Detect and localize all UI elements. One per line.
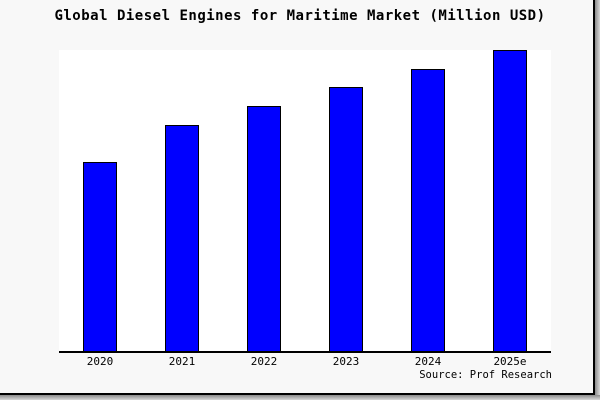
- bar-slot: [469, 50, 551, 351]
- frame-shadow-right: [595, 0, 600, 400]
- bar-2021: [165, 125, 199, 351]
- bar-2022: [247, 106, 281, 351]
- x-tick-label-2025e: 2025e: [493, 355, 527, 368]
- bar-2024: [411, 69, 445, 351]
- bar-slot: [59, 50, 141, 351]
- frame-shadow-bottom: [0, 395, 600, 400]
- bar-2020: [83, 162, 117, 351]
- chart-title: Global Diesel Engines for Maritime Marke…: [54, 8, 546, 24]
- bars-container: [59, 50, 551, 351]
- x-tick-label-2020: 2020: [86, 355, 114, 368]
- x-tick-label-2023: 2023: [332, 355, 360, 368]
- bar-slot: [387, 50, 469, 351]
- x-tick-label-2021: 2021: [168, 355, 196, 368]
- bar-2025e: [493, 50, 527, 351]
- frame-border-right: [593, 0, 595, 395]
- x-tick-label-2022: 2022: [250, 355, 278, 368]
- bar-slot: [141, 50, 223, 351]
- bar-2023: [329, 87, 363, 351]
- plot-area: [59, 50, 551, 353]
- frame-border-bottom: [0, 393, 595, 395]
- x-axis-labels: 2020 2021 2022 2023 2024 2025e: [59, 355, 551, 368]
- x-tick-label-2024: 2024: [414, 355, 442, 368]
- bar-slot: [305, 50, 387, 351]
- source-credit: Source: Prof Research: [419, 369, 552, 381]
- bar-slot: [223, 50, 305, 351]
